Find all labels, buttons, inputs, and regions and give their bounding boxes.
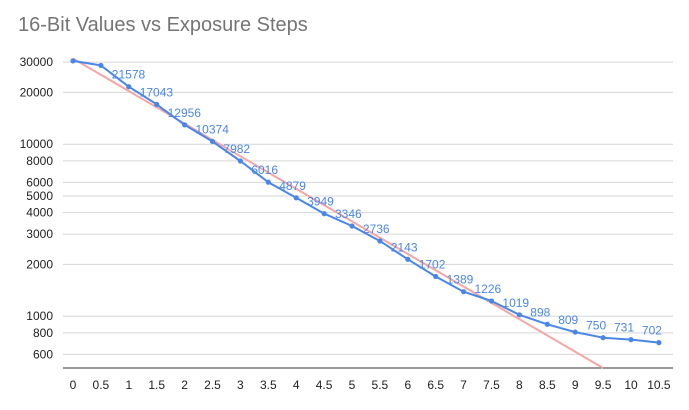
data-label: 1019 — [502, 296, 529, 310]
x-tick-label: 7 — [460, 378, 467, 392]
y-tick-label: 6000 — [26, 175, 53, 189]
data-label: 1389 — [447, 273, 474, 287]
x-tick-label: 8.5 — [539, 378, 556, 392]
x-tick-label: 0.5 — [93, 378, 110, 392]
data-label: 17043 — [140, 85, 174, 99]
data-label: 10374 — [196, 122, 230, 136]
y-tick-label: 4000 — [26, 206, 53, 220]
x-tick-label: 7.5 — [483, 378, 500, 392]
x-tick-label: 8 — [516, 378, 523, 392]
data-label: 7982 — [223, 142, 250, 156]
data-label: 1702 — [419, 257, 446, 271]
x-tick-label: 5.5 — [372, 378, 389, 392]
data-label: 2736 — [363, 222, 390, 236]
x-tick-label: 1.5 — [148, 378, 165, 392]
y-tick-label: 1000 — [26, 309, 53, 323]
x-tick-label: 2 — [181, 378, 188, 392]
x-tick-label: 3.5 — [260, 378, 277, 392]
y-tick-label: 20000 — [20, 85, 54, 99]
data-label: 12956 — [168, 106, 202, 120]
data-point — [572, 329, 578, 335]
data-point — [461, 289, 467, 295]
data-label: 731 — [614, 321, 634, 335]
y-tick-label: 30000 — [20, 55, 54, 69]
x-tick-label: 9 — [572, 378, 579, 392]
x-tick-label: 10 — [624, 378, 638, 392]
x-tick-label: 9.5 — [595, 378, 612, 392]
data-point — [433, 273, 439, 280]
data-point — [600, 335, 606, 341]
y-tick-label: 3000 — [26, 227, 53, 241]
data-label: 750 — [586, 319, 606, 333]
data-point — [656, 340, 662, 346]
data-point — [265, 179, 271, 185]
data-point — [126, 84, 132, 90]
data-label: 21578 — [112, 68, 146, 82]
trendline — [72, 57, 604, 369]
data-point — [516, 312, 523, 318]
y-tick-label: 10000 — [20, 137, 54, 151]
trendline-line — [72, 57, 604, 369]
data-point — [488, 298, 495, 304]
series-line — [72, 59, 660, 344]
data-point — [293, 195, 299, 201]
data-point — [544, 321, 550, 327]
x-tick-label: 4 — [293, 378, 300, 392]
data-label: 3346 — [335, 207, 362, 221]
grid — [63, 61, 673, 369]
x-axis: 0 0.5 1 1.5 2 2.5 3 3.5 4 4.5 5 5.5 6 6.5 7 7.5 8 8.5 9 9.5… — [70, 378, 671, 392]
data-label: 6016 — [251, 163, 278, 177]
data-point — [237, 158, 243, 164]
data-point — [349, 223, 355, 229]
data-point — [405, 256, 411, 262]
data-label: 898 — [530, 305, 550, 319]
data-point — [377, 238, 383, 244]
data-point — [628, 337, 634, 343]
y-tick-label: 2000 — [26, 257, 53, 271]
data-point — [209, 138, 216, 145]
data-label: 3949 — [307, 195, 334, 209]
y-tick-label: 8000 — [26, 154, 53, 168]
x-tick-label: 3 — [237, 378, 244, 392]
data-point — [182, 122, 188, 128]
x-tick-label: 1 — [125, 378, 132, 392]
x-tick-label: 0 — [70, 378, 77, 392]
data-label: 2143 — [391, 240, 418, 254]
chart-title: 16-Bit Values vs Exposure Steps — [18, 14, 308, 36]
data-label: 809 — [558, 313, 578, 327]
y-tick-label: 5000 — [26, 189, 53, 203]
x-tick-label: 4.5 — [316, 378, 333, 392]
data-point — [98, 62, 104, 69]
series — [70, 58, 662, 346]
data-label: 1226 — [475, 282, 502, 296]
data-label: 4879 — [279, 179, 306, 193]
data-point — [70, 58, 76, 64]
x-tick-label: 6 — [404, 378, 411, 392]
data-point — [154, 101, 160, 107]
data-labels: 21578 17043 12956 10374 79826016487939493346… — [112, 68, 662, 338]
x-tick-label: 10.5 — [647, 378, 671, 392]
y-tick-label: 600 — [33, 347, 53, 361]
data-point — [321, 211, 327, 217]
x-tick-label: 6.5 — [427, 378, 444, 392]
data-label: 702 — [642, 324, 662, 338]
x-tick-label: 5 — [349, 378, 356, 392]
x-tick-label: 2.5 — [204, 378, 221, 392]
y-tick-label: 800 — [33, 326, 53, 340]
